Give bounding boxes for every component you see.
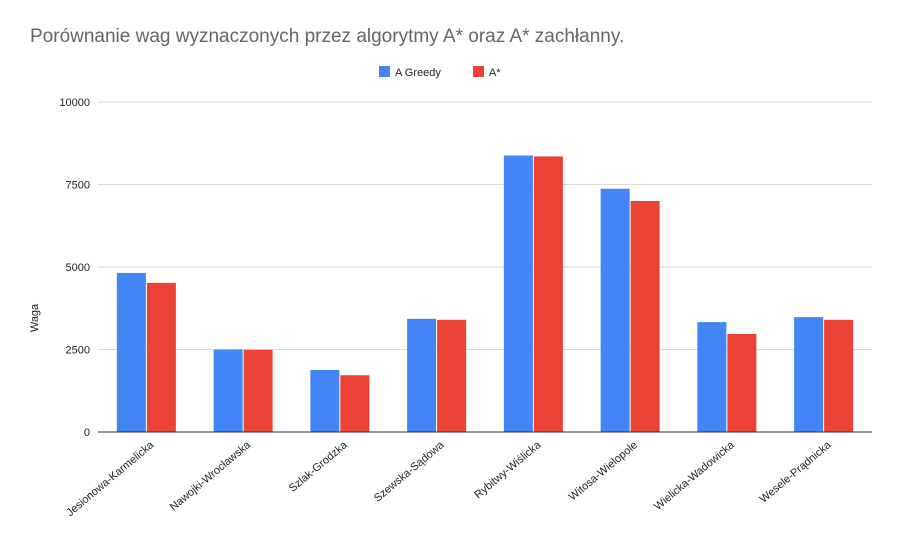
bar-a-greedy-1 <box>213 349 243 432</box>
x-category-label: Wielicka-Wadowicka <box>652 439 737 513</box>
bar-a-greedy-4 <box>503 155 533 432</box>
bar-a-star-4 <box>533 156 563 432</box>
bar-a-star-6 <box>727 333 757 432</box>
chart-title: Porównanie wag wyznaczonych przez algory… <box>30 26 625 47</box>
bar-a-star-7 <box>824 319 854 432</box>
x-category-label: Szewska-Sądowa <box>372 439 447 505</box>
x-category-label: Witosa-Wielopole <box>567 439 640 503</box>
bars <box>116 155 854 432</box>
bar-a-greedy-3 <box>407 318 437 432</box>
bar-a-greedy-2 <box>310 369 340 432</box>
legend-label-a-star: A* <box>489 67 501 79</box>
legend-swatch-a-greedy <box>379 66 390 77</box>
legend-swatch-a-star <box>473 66 484 77</box>
y-axis-title: Waga <box>29 303 41 332</box>
x-category-label: Nawojki-Wrocławska <box>168 439 254 514</box>
x-category-label: Wesele-Prądnicka <box>758 439 835 506</box>
bar-a-greedy-5 <box>600 188 630 432</box>
bar-a-star-0 <box>146 282 176 432</box>
bar-a-star-1 <box>243 349 273 432</box>
bar-a-greedy-6 <box>697 322 727 432</box>
bar-a-star-2 <box>340 375 370 432</box>
x-category-label: Szlak-Grodzka <box>287 439 351 495</box>
bar-a-star-5 <box>630 201 660 432</box>
y-axis-ticks: 0 2500 5000 7500 10000 <box>59 97 90 439</box>
y-tick-label: 2500 <box>66 345 90 357</box>
y-tick-label: 0 <box>84 427 90 439</box>
y-tick-label: 7500 <box>66 180 90 192</box>
gridlines <box>98 101 872 350</box>
y-tick-label: 5000 <box>66 262 90 274</box>
legend: A Greedy A* <box>379 66 501 79</box>
x-category-label: Rybitwy-Wiślicka <box>472 439 544 502</box>
y-tick-label: 10000 <box>59 97 90 109</box>
bar-a-greedy-7 <box>794 317 824 432</box>
legend-label-a-greedy: A Greedy <box>395 67 441 79</box>
x-axis-labels: Jesionowa-Karmelicka Nawojki-Wrocławska Sz… <box>64 439 834 519</box>
bar-a-star-3 <box>437 319 467 432</box>
bar-a-greedy-0 <box>116 272 146 432</box>
x-category-label: Jesionowa-Karmelicka <box>64 439 157 519</box>
